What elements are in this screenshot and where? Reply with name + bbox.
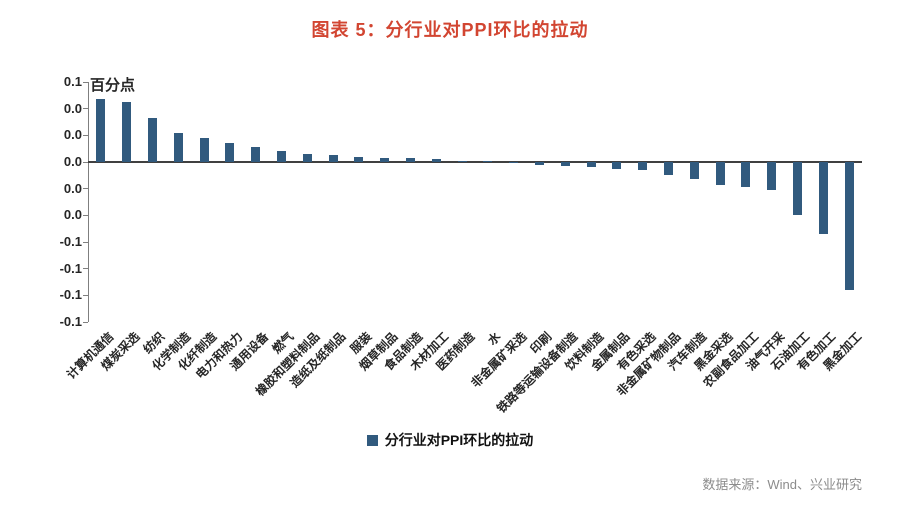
y-tick-mark [83,108,88,110]
chart-bar [638,162,648,170]
y-tick-mark [83,241,88,243]
chart-bar [406,158,415,162]
chart-bar [535,162,544,165]
chart-bar [431,159,441,162]
y-axis-line [88,82,89,322]
chart-bar [380,158,390,162]
chart-bar [793,162,802,216]
chart-bar [302,154,312,162]
plot-area [83,81,862,323]
y-tick-label: -0.1 [59,287,82,303]
y-tick-mark [83,188,88,190]
legend: 分行业对PPI环比的拉动 [0,430,900,450]
legend-swatch [366,434,378,446]
chart-bar [354,156,364,162]
chart-bar [767,162,777,190]
y-axis-unit-label: 百分点 [90,77,136,94]
chart-bar [122,102,132,162]
chart-bar [689,162,699,180]
legend-label: 分行业对PPI环比的拉动 [384,432,534,448]
y-tick-label: 0.0 [63,127,82,143]
chart-bar [612,162,622,169]
y-tick-mark [83,161,88,163]
zero-axis-line [88,161,862,163]
y-tick-label: 0.0 [63,154,82,169]
y-tick-label: 0.0 [63,100,82,116]
y-tick-label: -0.1 [59,260,82,276]
y-tick-label: 0.1 [63,74,82,89]
y-tick-mark [83,214,88,216]
chart-bar [225,143,235,162]
y-tick-mark [83,81,88,83]
y-tick-label: 0.0 [63,207,82,223]
y-axis-labels: 0.1 0.0 0.0 0.0 0.0 0.0 -0.1 -0.1 -0.1 -0.1 [0,74,82,329]
y-tick-label: -0.1 [59,234,82,249]
chart-bar [277,151,286,162]
chart-bar [483,160,493,162]
chart-bar [741,162,751,188]
chart-bar [457,160,467,162]
chart-bar [509,162,519,164]
chart-bar [560,162,570,166]
chart-bar [251,147,261,162]
data-source: 数据来源：Wind、兴业研究 [702,477,862,492]
y-tick-label: 0.0 [63,180,82,196]
chart-bar [586,162,596,168]
x-axis-labels: 计算机通信 煤炭采选 纺织 化学制造 化纤制造 电力和热力 通用设备 燃气 橡胶和塑料制品 造纸及… [64,328,865,446]
y-tick-mark [83,321,88,323]
chart-title: 图表 5：分行业对PPI环比的拉动 [311,20,589,40]
chart-bar [818,162,828,234]
chart-bar [199,138,209,162]
y-tick-mark [83,268,88,270]
chart-bar [844,162,854,290]
chart-bar [148,118,157,162]
chart-bar [173,132,183,162]
y-tick-label: -0.1 [59,314,82,329]
y-tick-mark [83,294,88,296]
chart-bar [664,162,673,176]
y-tick-mark [83,134,88,136]
chart-bar [328,155,338,162]
chart-bar [715,162,725,185]
chart-bar [96,99,106,162]
